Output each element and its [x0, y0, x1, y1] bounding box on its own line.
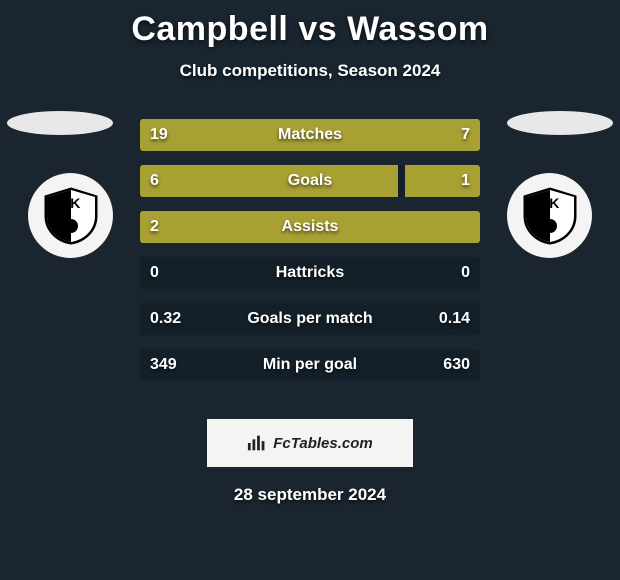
stat-label: Goals — [140, 165, 480, 197]
comparison-area: FK FK FK FK Matches19 7 Goals6 1 Assists2 Hat… — [0, 111, 620, 411]
stat-row: Hattricks0 0 — [140, 257, 480, 289]
club-logo-right: FK FK — [507, 173, 592, 258]
stat-value-left: 349 — [150, 349, 177, 381]
page-title: Campbell vs Wassom — [0, 0, 620, 49]
attribution-text: FcTables.com — [273, 435, 372, 452]
stat-value-left: 0.32 — [150, 303, 181, 335]
stat-value-left: 2 — [150, 211, 159, 243]
svg-text:FK: FK — [61, 195, 80, 211]
attribution-badge: FcTables.com — [207, 419, 413, 467]
stat-value-left: 19 — [150, 119, 168, 151]
stat-label: Hattricks — [140, 257, 480, 289]
date-text: 28 september 2024 — [0, 485, 620, 505]
stat-label: Goals per match — [140, 303, 480, 335]
bar-chart-icon — [247, 435, 269, 451]
stat-bars: Matches19 7 Goals6 1 Assists2 Hattricks0 0 Goal… — [140, 119, 480, 395]
player-placeholder-oval-right — [507, 111, 613, 135]
stat-value-left: 0 — [150, 257, 159, 289]
stat-label: Min per goal — [140, 349, 480, 381]
stat-row: Min per goal349 630 — [140, 349, 480, 381]
stat-label: Assists — [140, 211, 480, 243]
stat-label: Matches — [140, 119, 480, 151]
stat-row: Goals6 1 — [140, 165, 480, 197]
shield-fk-icon: FK FK — [41, 186, 101, 246]
stat-value-right: 630 — [443, 349, 470, 381]
stat-value-right: 0 — [461, 257, 470, 289]
stat-row: Matches19 7 — [140, 119, 480, 151]
stat-value-right: 0.14 — [439, 303, 470, 335]
subtitle: Club competitions, Season 2024 — [0, 61, 620, 81]
player-placeholder-oval-left — [7, 111, 113, 135]
stat-row: Goals per match0.32 0.14 — [140, 303, 480, 335]
shield-fk-icon: FK FK — [520, 186, 580, 246]
stat-value-right: 1 — [461, 165, 470, 197]
stat-value-left: 6 — [150, 165, 159, 197]
stat-value-right: 7 — [461, 119, 470, 151]
svg-text:FK: FK — [540, 195, 559, 211]
club-logo-left: FK FK — [28, 173, 113, 258]
stat-row: Assists2 — [140, 211, 480, 243]
